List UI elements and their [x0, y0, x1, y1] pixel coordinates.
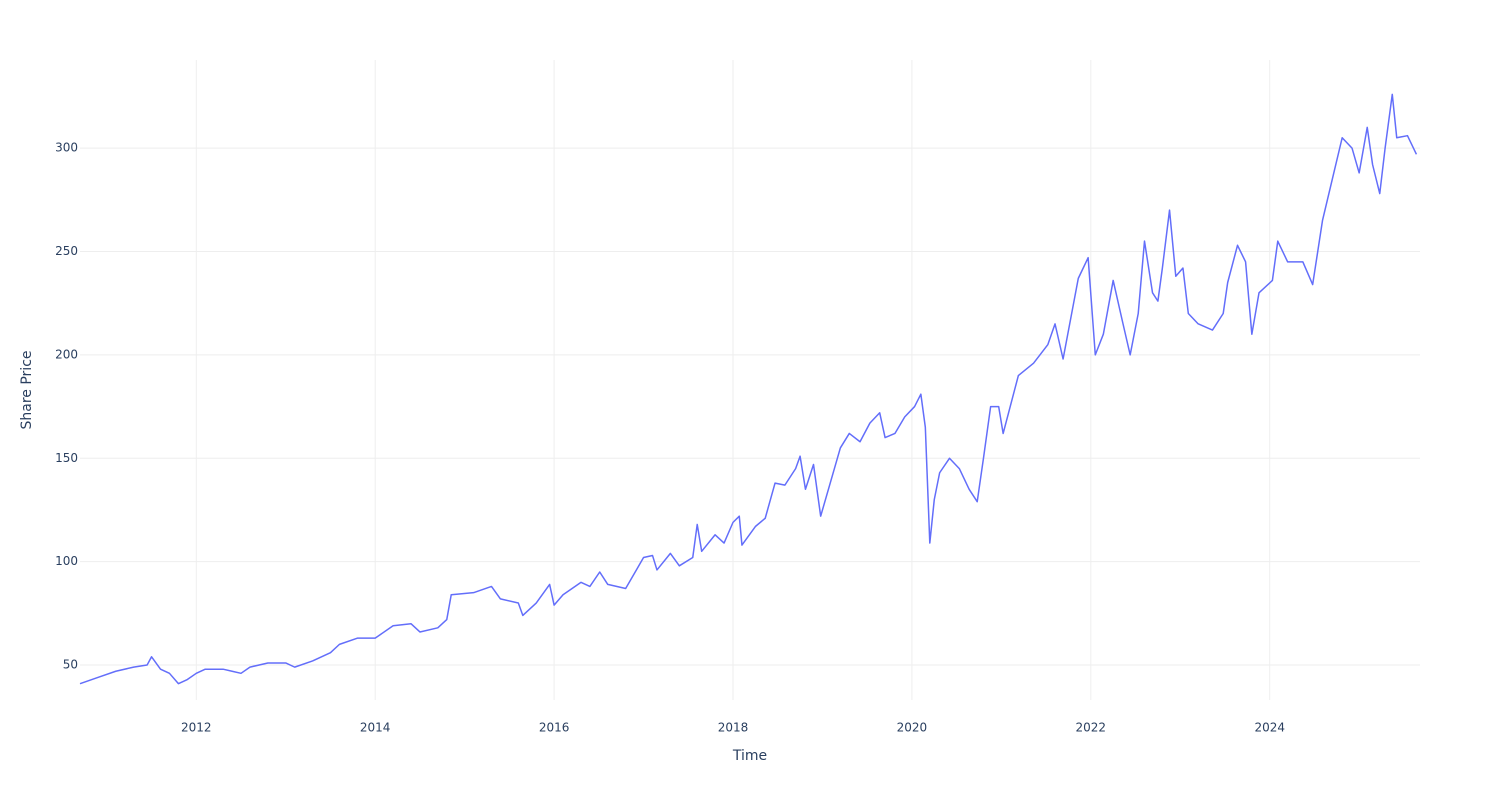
x-tick-label: 2012 [181, 721, 212, 735]
x-tick-label: 2016 [539, 721, 570, 735]
y-tick-label: 50 [63, 658, 78, 672]
x-axis-title: Time [732, 748, 767, 764]
x-tick-label: 2020 [897, 721, 928, 735]
y-tick-label: 100 [55, 554, 78, 568]
y-tick-label: 150 [55, 451, 78, 465]
y-axis-title: Share Price [19, 350, 35, 429]
y-tick-label: 300 [55, 141, 78, 155]
x-tick-label: 2018 [718, 721, 749, 735]
y-tick-label: 200 [55, 347, 78, 361]
x-tick-label: 2024 [1254, 721, 1285, 735]
data-line [79, 93, 1418, 685]
x-tick-label: 2014 [360, 721, 391, 735]
y-tick-label: 250 [55, 244, 78, 258]
x-tick-label: 2022 [1076, 721, 1107, 735]
